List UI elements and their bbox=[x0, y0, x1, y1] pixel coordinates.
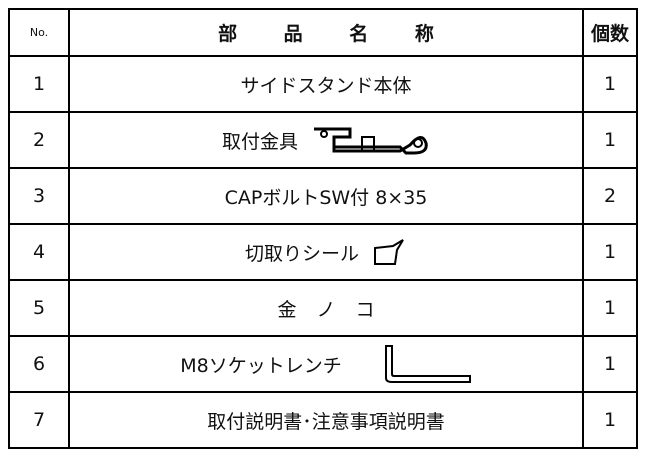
seal-icon bbox=[374, 239, 404, 265]
row: 6 M8ソケットレンチ 1 bbox=[8, 335, 638, 393]
row-name: M8ソケットレンチ bbox=[68, 335, 584, 393]
row-no: 7 bbox=[8, 391, 70, 449]
row-no: 1 bbox=[8, 55, 70, 113]
row: 4 切取りシール 1 bbox=[8, 223, 638, 281]
part-name: 取付金具 bbox=[221, 130, 298, 153]
row-name: 切取りシール bbox=[68, 223, 584, 281]
row-name: CAPボルトSW付 8×35 bbox=[68, 167, 584, 225]
row: 5 金 ノ コ 1 bbox=[8, 279, 638, 337]
header-row: No. 部 品 名 称 個数 bbox=[8, 8, 638, 57]
row: 2 取付金具 1 bbox=[8, 111, 638, 169]
part-name: 取付説明書･注意事項説明書 bbox=[207, 410, 445, 433]
part-name: CAPボルトSW付 8×35 bbox=[224, 186, 428, 209]
row-name: 取付説明書･注意事項説明書 bbox=[68, 391, 584, 449]
row: 7 取付説明書･注意事項説明書 1 bbox=[8, 391, 638, 449]
part-name: 金 ノ コ bbox=[277, 298, 375, 321]
row-qty: 1 bbox=[582, 391, 638, 449]
row-name: 取付金具 bbox=[68, 111, 584, 169]
row-qty: 1 bbox=[582, 111, 638, 169]
wrench-icon bbox=[384, 345, 471, 383]
part-name: M8ソケットレンチ bbox=[180, 354, 342, 377]
row-no: 3 bbox=[8, 167, 70, 225]
header-no: No. bbox=[8, 8, 70, 57]
row-qty: 1 bbox=[582, 335, 638, 393]
header-qty: 個数 bbox=[582, 8, 638, 57]
part-name: サイドスタンド本体 bbox=[240, 74, 412, 97]
row-no: 2 bbox=[8, 111, 70, 169]
row-qty: 1 bbox=[582, 279, 638, 337]
row-qty: 1 bbox=[582, 223, 638, 281]
row-name: サイドスタンド本体 bbox=[68, 55, 584, 113]
row-name: 金 ノ コ bbox=[68, 279, 584, 337]
header-name: 部 品 名 称 bbox=[68, 8, 584, 57]
bracket-icon bbox=[314, 127, 428, 155]
row: 1 サイドスタンド本体 1 bbox=[8, 55, 638, 113]
parts-table: No. 部 品 名 称 個数 1 サイドスタンド本体 1 2 取付金具 1 3 … bbox=[8, 8, 638, 449]
row-no: 5 bbox=[8, 279, 70, 337]
row-no: 4 bbox=[8, 223, 70, 281]
row-qty: 2 bbox=[582, 167, 638, 225]
row-no: 6 bbox=[8, 335, 70, 393]
row: 3 CAPボルトSW付 8×35 2 bbox=[8, 167, 638, 225]
row-qty: 1 bbox=[582, 55, 638, 113]
part-name: 切取りシール bbox=[244, 242, 359, 265]
